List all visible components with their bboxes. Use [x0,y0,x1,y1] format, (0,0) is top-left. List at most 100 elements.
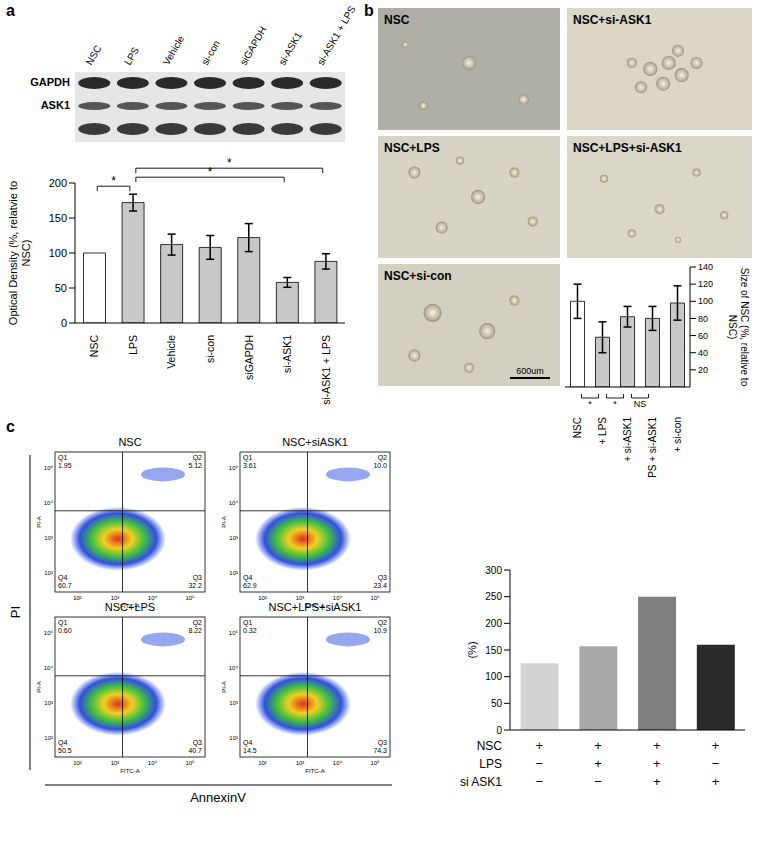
svg-text:siGAPDH: siGAPDH [238,24,269,67]
svg-text:Vehicle: Vehicle [161,33,187,67]
svg-text:10⁴: 10⁴ [44,665,54,671]
svg-text:AnnexinV: AnnexinV [190,790,246,805]
svg-text:40.7: 40.7 [188,747,202,754]
svg-text:*: * [111,174,116,188]
svg-text:10³: 10³ [229,700,238,706]
svg-text:Q4: Q4 [243,574,252,582]
svg-text:GAPDH: GAPDH [30,76,70,88]
svg-text:NSC+LPS: NSC+LPS [105,601,155,613]
svg-text:10²: 10² [44,735,53,741]
svg-text:NSC: NSC [384,13,410,27]
svg-text:10⁵: 10⁵ [370,760,380,766]
svg-text:10⁴: 10⁴ [229,665,239,671]
svg-text:NSC: NSC [477,739,503,753]
svg-text:10⁵: 10⁵ [185,595,195,601]
svg-text:Vehicle: Vehicle [165,335,177,369]
svg-text:si ASK1: si ASK1 [460,775,502,789]
svg-text:10²: 10² [229,570,238,576]
svg-text:si-con: si-con [199,38,222,67]
svg-text:10⁵: 10⁵ [229,465,239,471]
svg-text:siGAPDH: siGAPDH [243,335,255,380]
svg-text:+: + [536,738,544,753]
svg-text:10⁴: 10⁴ [44,500,54,506]
svg-text:150: 150 [485,645,502,656]
svg-text:200: 200 [485,618,502,629]
svg-text:10²: 10² [44,570,53,576]
svg-text:c: c [6,418,15,435]
svg-text:PI-A: PI-A [221,681,227,693]
svg-text:NSC+si-con: NSC+si-con [384,269,452,283]
svg-text:NSC+si-ASK1: NSC+si-ASK1 [573,13,652,27]
svg-text:NSC+LPS+siASK1: NSC+LPS+siASK1 [269,601,362,613]
svg-text:−: − [712,756,720,771]
svg-text:ASK1: ASK1 [41,99,70,111]
svg-text:b: b [364,2,374,19]
svg-text:LPS: LPS [127,335,139,355]
svg-text:+ si-con: + si-con [672,417,683,452]
svg-text:LPS: LPS [479,757,502,771]
svg-text:62.9: 62.9 [243,582,257,589]
svg-text:Q1: Q1 [58,454,67,462]
svg-text:PI: PI [8,606,23,618]
svg-text:NS: NS [634,399,647,409]
svg-text:50: 50 [491,698,503,709]
svg-text:60: 60 [698,331,708,341]
svg-text:*: * [227,156,232,170]
svg-text:0.60: 0.60 [58,627,72,634]
svg-text:10³: 10³ [111,760,120,766]
svg-text:Q2: Q2 [193,619,202,627]
svg-text:10.9: 10.9 [373,627,387,634]
svg-text:NSC: NSC [88,335,100,358]
svg-text:150: 150 [49,212,67,224]
svg-text:1.95: 1.95 [58,462,72,469]
svg-text:*: * [613,399,617,409]
svg-text:50.5: 50.5 [58,747,72,754]
svg-text:Q3: Q3 [193,739,202,747]
svg-text:a: a [6,2,15,19]
svg-text:+: + [653,738,661,753]
svg-text:NSC: NSC [572,417,583,438]
svg-text:10²: 10² [258,595,267,601]
svg-text:10²: 10² [229,735,238,741]
svg-text:10²: 10² [258,760,267,766]
svg-text:+: + [712,774,720,789]
svg-text:NSC: NSC [118,436,141,448]
svg-text:NSC+LPS: NSC+LPS [384,141,440,155]
svg-text:0.32: 0.32 [243,627,257,634]
svg-text:−: − [594,774,602,789]
svg-text:10³: 10³ [229,535,238,541]
svg-text:NSC+siASK1: NSC+siASK1 [282,436,348,448]
svg-text:Q2: Q2 [378,619,387,627]
svg-text:LPS: LPS [122,45,141,67]
svg-text:NSC+LPS+si-ASK1: NSC+LPS+si-ASK1 [573,141,682,155]
svg-text:Q3: Q3 [193,574,202,582]
svg-text:si-ASK1 + LPS: si-ASK1 + LPS [320,335,332,405]
svg-text:10³: 10³ [44,700,53,706]
svg-text:+: + [653,756,661,771]
svg-text:10⁴: 10⁴ [333,760,343,766]
svg-text:+: + [653,774,661,789]
svg-text:Q2: Q2 [193,454,202,462]
svg-text:10³: 10³ [44,535,53,541]
svg-text:Q4: Q4 [58,574,67,582]
svg-text:74.3: 74.3 [373,747,387,754]
svg-text:100: 100 [485,671,502,682]
svg-text:PI-A: PI-A [36,681,42,693]
svg-text:+ si-ASK1: + si-ASK1 [622,417,633,462]
svg-text:100: 100 [49,247,67,259]
svg-text:−: − [536,774,544,789]
svg-text:+: + [712,738,720,753]
svg-text:40: 40 [698,348,708,358]
svg-text:10⁴: 10⁴ [229,500,239,506]
svg-text:10³: 10³ [296,760,305,766]
svg-text:FITC-A: FITC-A [120,768,139,774]
svg-text:600um: 600um [516,366,544,376]
svg-text:+: + [594,738,602,753]
svg-text:NSC: NSC [83,43,103,67]
svg-text:FITC-A: FITC-A [305,768,324,774]
svg-text:Q1: Q1 [58,619,67,627]
svg-text:Q1: Q1 [243,619,252,627]
svg-text:si-ASK1: si-ASK1 [281,335,293,373]
svg-text:32.2: 32.2 [188,582,202,589]
svg-text:Q4: Q4 [243,739,252,747]
